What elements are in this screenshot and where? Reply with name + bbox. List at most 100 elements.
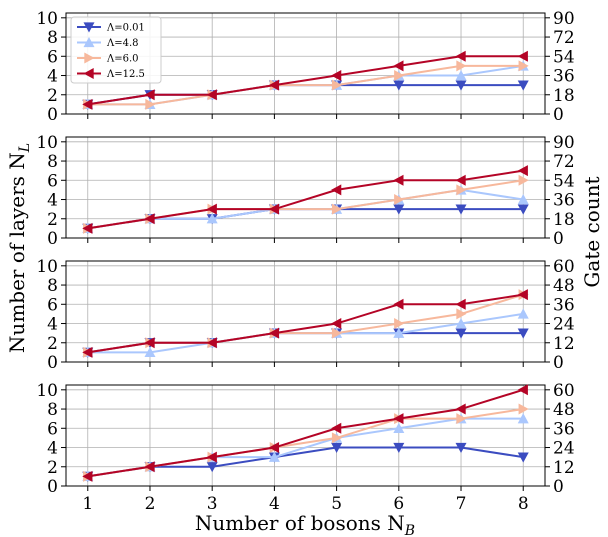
legend-label: Λ=12.5	[106, 69, 145, 80]
series-line	[87, 55, 524, 106]
legend-entry: Λ=6.0	[77, 52, 139, 65]
data-point	[206, 451, 217, 463]
right-y-tick-label: 54	[553, 47, 575, 67]
data-point	[331, 422, 342, 434]
data-point	[331, 318, 342, 330]
x-tick-label: 2	[145, 494, 156, 514]
series-line	[87, 388, 524, 478]
right-y-tick-label: 0	[553, 229, 564, 249]
data-point	[455, 403, 466, 415]
x-tick-label: 8	[518, 494, 529, 514]
right-y-tick-label: 48	[553, 400, 575, 420]
legend-box	[70, 16, 162, 84]
data-point	[206, 337, 217, 349]
data-point	[206, 203, 217, 215]
data-point	[517, 452, 529, 463]
data-point	[268, 203, 280, 215]
data-point	[455, 174, 466, 186]
data-point	[82, 98, 93, 110]
right-y-tick-label: 72	[553, 152, 575, 172]
x-tick-label: 7	[456, 494, 467, 514]
data-point	[82, 222, 93, 234]
data-point	[393, 204, 405, 215]
x-axis-label: Number of bosons NB	[195, 511, 415, 537]
y-tick-label: 0	[47, 229, 58, 249]
data-point	[456, 308, 467, 320]
series-line	[87, 169, 524, 230]
legend-marker	[84, 52, 95, 64]
data-point	[331, 327, 343, 339]
y-axis-label-left-sub: L	[17, 143, 33, 153]
data-point	[393, 60, 404, 72]
y-tick-label: 4	[47, 439, 58, 459]
data-point	[517, 328, 529, 339]
legend-marker	[83, 22, 95, 33]
data-point	[268, 442, 280, 454]
right-y-tick-label: 54	[553, 171, 575, 191]
right-y-tick-label: 90	[553, 133, 575, 153]
data-point	[393, 422, 405, 433]
right-y-tick-label: 12	[553, 458, 575, 478]
y-tick-label: 0	[47, 353, 58, 373]
axes-frame	[65, 260, 546, 363]
axes-frame	[65, 12, 546, 115]
data-point	[144, 213, 155, 225]
legend-marker	[83, 68, 94, 79]
data-point	[517, 289, 528, 301]
legend-label: Λ=4.8	[106, 38, 139, 49]
data-point	[145, 98, 156, 110]
data-point	[394, 194, 405, 206]
data-point	[517, 165, 528, 177]
data-point	[517, 50, 528, 62]
right-y-tick-label: 36	[553, 191, 575, 211]
legend-entry: Λ=4.8	[77, 37, 139, 49]
right-y-tick-label: 18	[553, 210, 575, 230]
data-point	[394, 70, 405, 82]
data-point	[393, 413, 404, 425]
data-point	[517, 384, 528, 396]
data-point	[82, 346, 93, 358]
data-point	[393, 80, 405, 91]
data-point	[331, 184, 342, 196]
data-point	[144, 89, 155, 101]
data-point	[393, 298, 404, 310]
x-axis-label-sub: B	[404, 523, 415, 537]
series-4	[82, 289, 528, 358]
legend-label: Λ=6.0	[106, 54, 139, 65]
y-axis-label-left: Number of layers NL	[5, 143, 33, 353]
data-point	[394, 318, 405, 330]
y-tick-label: 8	[47, 152, 58, 172]
y-tick-label: 2	[47, 458, 58, 478]
legend-label: Λ=0.01	[106, 23, 145, 34]
data-point	[268, 451, 280, 462]
axes-frame	[65, 136, 546, 239]
series-3	[83, 60, 529, 110]
x-tick-label: 5	[331, 494, 342, 514]
legend: Λ=0.01 Λ=4.8 Λ=6.0 Λ=12.5	[70, 16, 162, 84]
legend-marker	[83, 37, 95, 48]
legend-entry: Λ=0.01	[77, 22, 145, 34]
y-axis-label-left-main: Number of layers N	[5, 152, 29, 353]
y-tick-label: 8	[47, 276, 58, 296]
data-point	[517, 194, 529, 205]
data-point	[455, 70, 467, 81]
series-4	[82, 50, 528, 110]
series-line	[87, 293, 524, 354]
data-point	[331, 442, 343, 454]
data-point	[206, 89, 217, 101]
data-point	[455, 298, 466, 310]
series-line	[87, 64, 524, 106]
data-point	[393, 327, 405, 338]
x-tick-label: 3	[207, 494, 218, 514]
data-point	[144, 346, 156, 358]
right-y-tick-label: 36	[553, 419, 575, 439]
panels-group: 0246810018365472900246810018365472900246…	[36, 9, 574, 514]
data-point	[455, 50, 466, 62]
right-y-tick-label: 0	[553, 105, 564, 125]
x-axis-label-main: Number of bosons N	[195, 511, 405, 535]
x-tick-label: 4	[269, 494, 280, 514]
data-point	[455, 442, 467, 454]
right-y-tick-label: 60	[553, 257, 575, 277]
